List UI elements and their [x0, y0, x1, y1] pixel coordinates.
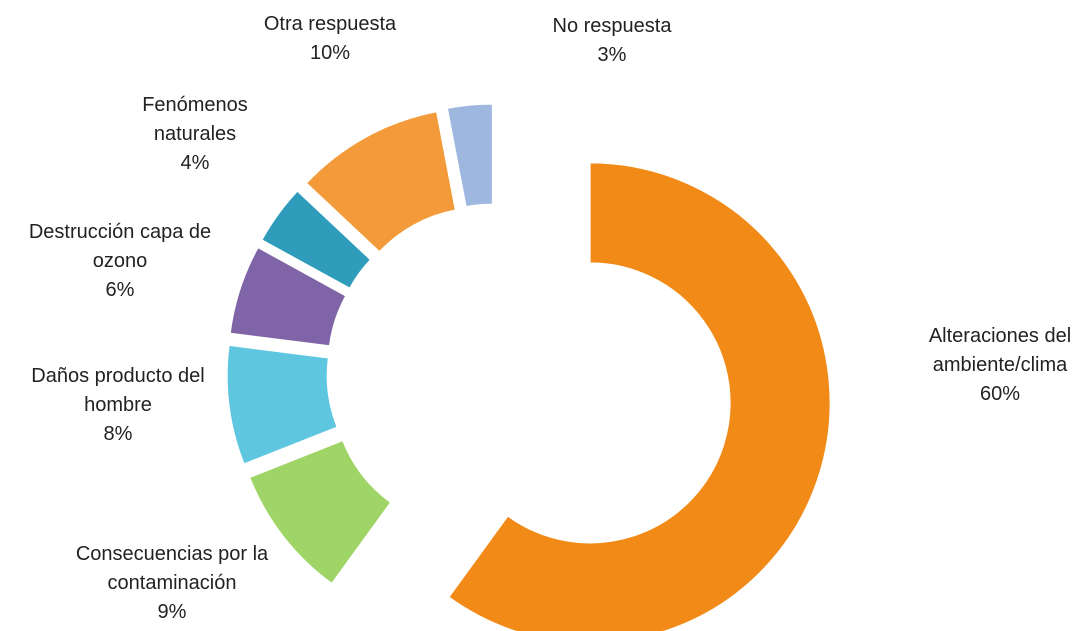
- value-label: 9%: [157, 601, 187, 623]
- value-label: 60%: [979, 383, 1021, 405]
- category-label: Fenómenos naturales: [142, 94, 248, 145]
- donut-segment: [448, 162, 831, 631]
- value-label: 10%: [309, 42, 351, 64]
- segment-label: Consecuencias por la contaminación 9%: [57, 540, 287, 627]
- category-label: Daños producto del hombre: [31, 365, 205, 416]
- segment-label: Otra respuesta 10%: [230, 10, 430, 68]
- donut-segment: [305, 111, 456, 253]
- segment-label: Fenómenos naturales 4%: [115, 91, 275, 178]
- donut-segment: [261, 190, 371, 289]
- category-label: Otra respuesta: [263, 13, 397, 35]
- value-label: 6%: [105, 279, 135, 301]
- value-label: 3%: [597, 44, 627, 66]
- donut-segment: [226, 344, 338, 465]
- category-label: Destrucción capa de ozono: [28, 221, 212, 272]
- segment-label: Destrucción capa de ozono 6%: [0, 218, 240, 305]
- category-label: No respuesta: [552, 15, 672, 37]
- segment-label: Daños producto del hombre 8%: [3, 362, 233, 449]
- donut-segment: [229, 247, 347, 347]
- segment-label: Alteraciones del ambiente/clima 60%: [915, 322, 1077, 409]
- donut-segment: [446, 103, 493, 208]
- segment-label: No respuesta 3%: [522, 12, 702, 70]
- value-label: 4%: [180, 152, 210, 174]
- value-label: 8%: [103, 423, 133, 445]
- category-label: Alteraciones del ambiente/clima: [928, 325, 1072, 376]
- category-label: Consecuencias por la contaminación: [75, 543, 269, 594]
- donut-segment: [249, 440, 392, 585]
